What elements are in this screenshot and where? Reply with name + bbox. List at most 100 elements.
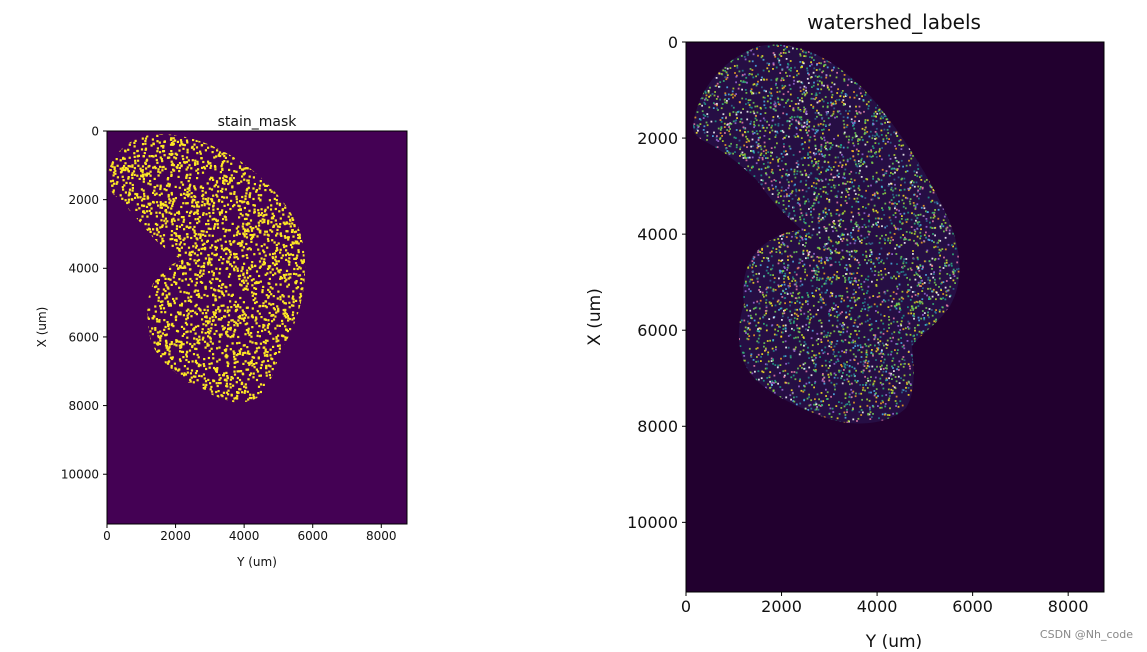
- label-pixel: [854, 279, 857, 282]
- mask-pixel: [279, 251, 282, 254]
- mask-pixel: [207, 219, 210, 222]
- label-pixel: [784, 355, 787, 357]
- mask-pixel: [259, 390, 262, 394]
- mask-pixel: [273, 197, 276, 200]
- left-x-tick-label: 2000: [160, 529, 191, 543]
- mask-pixel: [160, 311, 163, 314]
- mask-pixel: [283, 314, 286, 317]
- mask-pixel: [259, 219, 262, 222]
- mask-pixel: [182, 158, 185, 161]
- mask-pixel: [190, 280, 193, 283]
- mask-pixel: [236, 305, 239, 308]
- mask-pixel: [250, 359, 253, 362]
- mask-pixel: [277, 260, 280, 263]
- mask-pixel: [200, 204, 203, 207]
- mask-pixel: [172, 217, 175, 220]
- mask-pixel: [249, 372, 253, 375]
- label-pixel: [814, 98, 816, 101]
- label-pixel: [740, 153, 743, 156]
- mask-pixel: [127, 194, 130, 197]
- mask-pixel: [250, 240, 253, 243]
- mask-pixel: [135, 194, 139, 197]
- mask-pixel: [258, 325, 261, 328]
- mask-pixel: [268, 290, 271, 293]
- label-pixel: [793, 184, 796, 187]
- mask-pixel: [248, 362, 251, 365]
- mask-pixel: [220, 247, 224, 250]
- mask-pixel: [126, 201, 129, 205]
- mask-pixel: [134, 159, 137, 162]
- label-pixel: [916, 268, 919, 270]
- mask-pixel: [137, 159, 140, 162]
- mask-pixel: [197, 295, 200, 299]
- label-pixel: [748, 347, 751, 350]
- mask-pixel: [175, 234, 178, 237]
- mask-pixel: [247, 331, 250, 335]
- mask-pixel: [201, 338, 204, 341]
- mask-pixel: [220, 286, 223, 289]
- mask-pixel: [263, 263, 266, 266]
- mask-pixel: [171, 152, 174, 155]
- mask-pixel: [201, 200, 204, 203]
- mask-pixel: [124, 199, 127, 202]
- mask-pixel: [279, 298, 282, 301]
- label-pixel: [789, 354, 792, 357]
- mask-pixel: [171, 322, 174, 325]
- mask-pixel: [294, 262, 298, 265]
- mask-pixel: [131, 176, 134, 180]
- label-pixel: [896, 168, 899, 170]
- mask-pixel: [272, 252, 275, 256]
- mask-pixel: [237, 204, 240, 207]
- mask-pixel: [255, 316, 258, 319]
- mask-pixel: [295, 287, 298, 290]
- mask-pixel: [152, 166, 155, 169]
- mask-pixel: [201, 171, 205, 174]
- mask-pixel: [185, 323, 189, 326]
- mask-pixel: [109, 169, 112, 172]
- label-pixel: [779, 301, 782, 304]
- mask-pixel: [201, 328, 204, 331]
- mask-pixel: [240, 317, 243, 320]
- label-pixel: [765, 301, 767, 304]
- mask-pixel: [197, 356, 200, 359]
- label-pixel: [916, 203, 919, 206]
- mask-pixel: [146, 215, 149, 218]
- label-pixel: [770, 151, 772, 154]
- mask-pixel: [202, 160, 205, 164]
- mask-pixel: [273, 362, 276, 365]
- mask-pixel: [179, 313, 182, 316]
- mask-pixel: [246, 256, 249, 259]
- mask-pixel: [246, 390, 249, 393]
- mask-pixel: [170, 234, 173, 237]
- mask-pixel: [261, 329, 264, 333]
- mask-pixel: [211, 278, 214, 281]
- mask-pixel: [279, 268, 282, 272]
- mask-pixel: [188, 189, 191, 192]
- label-pixel: [800, 212, 803, 214]
- mask-pixel: [265, 230, 268, 233]
- label-pixel: [817, 408, 820, 411]
- mask-pixel: [262, 340, 265, 344]
- mask-pixel: [194, 347, 197, 350]
- mask-pixel: [243, 172, 246, 175]
- mask-pixel: [173, 280, 176, 284]
- mask-pixel: [167, 195, 170, 198]
- label-pixel: [849, 359, 852, 362]
- label-pixel: [780, 189, 783, 192]
- label-pixel: [892, 317, 895, 320]
- mask-pixel: [166, 362, 170, 365]
- mask-pixel: [290, 230, 294, 233]
- mask-pixel: [173, 156, 176, 159]
- label-pixel: [781, 296, 784, 298]
- mask-pixel: [121, 186, 124, 189]
- mask-pixel: [142, 204, 145, 208]
- mask-pixel: [173, 343, 176, 346]
- mask-pixel: [183, 365, 186, 368]
- mask-pixel: [155, 192, 158, 195]
- mask-pixel: [226, 334, 229, 337]
- mask-pixel: [161, 303, 164, 307]
- mask-pixel: [190, 315, 193, 318]
- label-pixel: [818, 413, 821, 415]
- mask-pixel: [292, 295, 295, 298]
- mask-pixel: [202, 387, 205, 390]
